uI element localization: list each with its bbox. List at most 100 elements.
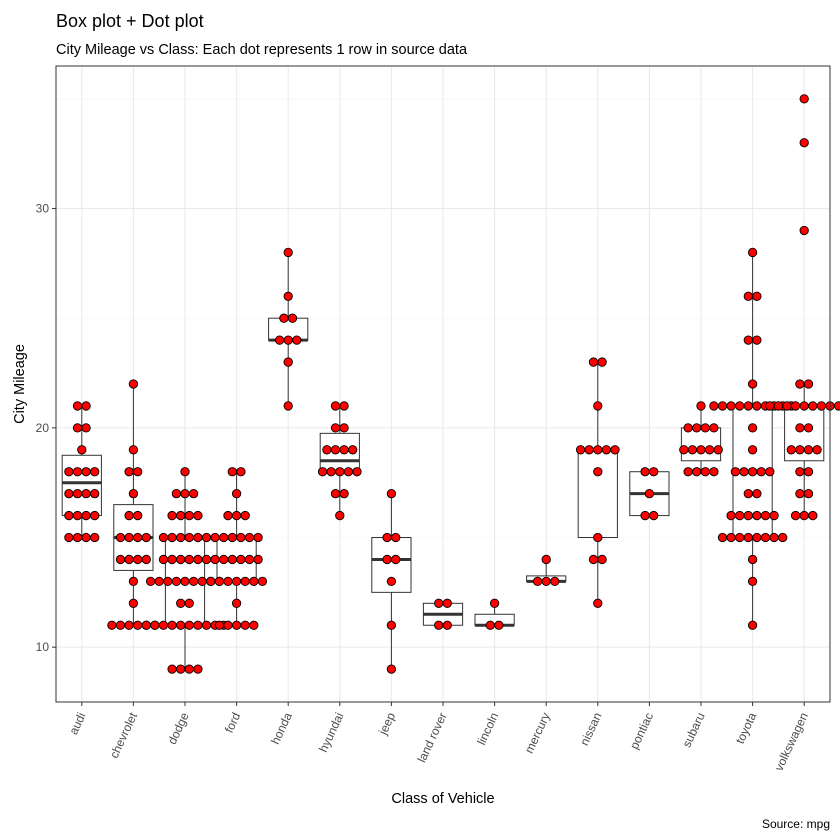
data-dot	[223, 576, 233, 587]
data-dot	[743, 489, 753, 499]
data-dot	[747, 467, 758, 477]
data-dot	[141, 532, 151, 543]
data-dot	[330, 489, 341, 499]
data-dot	[249, 576, 259, 587]
data-dot	[188, 576, 199, 587]
data-dot	[90, 489, 100, 499]
data-dot	[330, 423, 341, 433]
data-dot	[730, 467, 741, 477]
data-dot	[317, 467, 328, 477]
data-dot	[283, 247, 293, 258]
x-tick-label: jeep	[375, 710, 398, 738]
data-dot	[808, 510, 818, 521]
data-dot	[743, 401, 753, 411]
data-dot	[795, 445, 805, 455]
data-dot	[180, 467, 190, 477]
data-dot	[683, 467, 693, 477]
data-dot	[795, 379, 805, 389]
data-dot	[494, 620, 504, 630]
data-dot	[253, 532, 263, 543]
data-dot	[231, 489, 242, 499]
y-tick-label: 20	[36, 421, 50, 435]
data-dot	[683, 423, 693, 433]
data-dot	[322, 445, 332, 455]
data-dot	[128, 598, 139, 608]
data-dot	[803, 445, 814, 455]
x-tick-label: pontiac	[627, 710, 656, 751]
data-dot	[72, 489, 83, 499]
data-dot	[171, 576, 182, 587]
data-dot	[81, 510, 91, 521]
data-dot	[601, 445, 612, 455]
data-dot	[81, 423, 91, 433]
x-tick-label: lincoln	[474, 710, 501, 747]
data-dot	[339, 489, 349, 499]
data-dot	[696, 445, 706, 455]
data-dot	[214, 620, 225, 630]
data-dot	[575, 445, 586, 455]
data-dot	[747, 576, 758, 587]
axes: 10 20 30 audi chevrolet dodge ford honda hyundai…	[36, 202, 811, 774]
data-dot	[679, 445, 689, 455]
x-tick-label: hyundai	[316, 710, 346, 754]
x-tick-label: dodge	[165, 710, 192, 746]
data-dot	[184, 664, 194, 674]
data-dot	[782, 401, 792, 411]
dot-plots	[64, 94, 840, 674]
data-dot	[442, 598, 452, 608]
data-dot	[747, 445, 758, 455]
data-dot	[692, 423, 702, 433]
data-dot	[274, 335, 285, 345]
data-dot	[434, 620, 444, 630]
data-dot	[391, 554, 401, 565]
data-dot	[593, 467, 603, 477]
data-dot	[72, 467, 83, 477]
data-dot	[227, 467, 237, 477]
data-dot	[184, 510, 194, 521]
data-dot	[128, 576, 139, 587]
data-dot	[176, 598, 186, 608]
data-dot	[799, 401, 809, 411]
x-tick-label: subaru	[680, 710, 708, 749]
data-dot	[769, 510, 779, 521]
data-dot	[158, 620, 169, 630]
data-dot	[335, 467, 345, 477]
data-dot	[219, 532, 229, 543]
box-plots	[61, 252, 825, 670]
data-dot	[382, 554, 392, 565]
y-tick-label: 30	[36, 202, 50, 216]
chart-subtitle: City Mileage vs Class: Each dot represen…	[56, 42, 468, 58]
data-dot	[773, 401, 784, 411]
data-dot	[193, 532, 203, 543]
data-dot	[704, 445, 715, 455]
box-honda	[268, 252, 309, 406]
data-dot	[765, 401, 775, 411]
data-dot	[171, 489, 182, 499]
data-dot	[735, 401, 745, 411]
data-dot	[747, 620, 758, 630]
data-dot	[176, 532, 186, 543]
data-dot	[193, 510, 203, 521]
data-dot	[72, 532, 83, 543]
data-dot	[386, 489, 397, 499]
data-dot	[231, 510, 242, 521]
data-dot	[214, 576, 225, 587]
box-iqr	[371, 537, 412, 593]
data-dot	[115, 620, 126, 630]
x-tick-label: nissan	[577, 710, 604, 747]
chart-title: Box plot + Dot plot	[56, 11, 204, 31]
data-dot	[197, 576, 207, 587]
data-dot	[115, 532, 126, 543]
data-dot	[597, 357, 607, 367]
x-axis-title: Class of Vehicle	[391, 791, 494, 807]
data-dot	[326, 467, 336, 477]
data-dot	[115, 554, 126, 565]
y-axis-title: City Mileage	[12, 344, 28, 424]
data-dot	[227, 554, 237, 565]
data-dot	[244, 554, 255, 565]
data-dot	[348, 445, 358, 455]
data-dot	[726, 532, 736, 543]
data-dot	[330, 401, 341, 411]
data-dot	[219, 554, 229, 565]
data-dot	[335, 510, 345, 521]
